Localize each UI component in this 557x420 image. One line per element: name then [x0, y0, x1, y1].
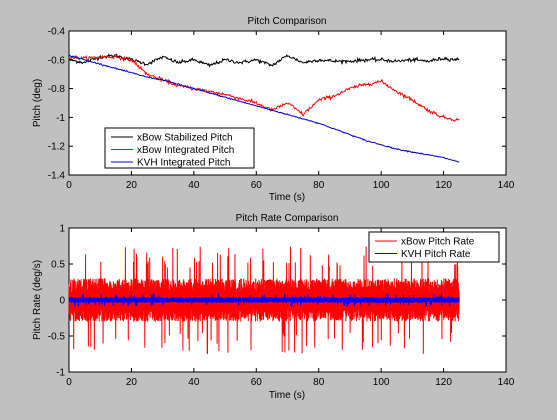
- y-axis-label: Pitch Rate (deg/s): [32, 260, 43, 340]
- x-tick-label: 0: [66, 180, 72, 191]
- axis-ticks: 0 20 40 60 80 100 120 140 -1.4 -1.2 -1 -0.8 -0.6 -0.4: [48, 27, 515, 192]
- x-tick-label: 60: [251, 180, 263, 191]
- y-tick-label: -1.4: [48, 171, 66, 182]
- x-tick-label: 40: [188, 377, 200, 388]
- series-group: [68, 53, 460, 163]
- series-line: [68, 293, 460, 307]
- x-tick-label: 140: [498, 180, 515, 191]
- legend-entry: xBow Pitch Rate: [401, 237, 475, 248]
- x-axis-label: Time (s): [269, 390, 305, 401]
- y-tick-label: -0.4: [48, 27, 66, 38]
- y-tick-label: -0.5: [48, 332, 66, 343]
- axis-ticks: 0 20 40 60 80 100 120 140 -1 -0.5 0 0.5 1: [48, 224, 515, 389]
- x-tick-label: 80: [313, 377, 325, 388]
- legend-entry: xBow Stabilized Pitch: [137, 133, 233, 144]
- chart-title: Pitch Comparison: [248, 16, 327, 27]
- legend-entry: KVH Pitch Rate: [401, 249, 471, 260]
- pitch-rate-comparison-chart: Pitch Rate Comparison Time (s) Pitch Rat…: [32, 213, 515, 401]
- x-tick-label: 100: [373, 180, 390, 191]
- y-tick-label: 0.5: [51, 260, 65, 271]
- y-axis-label: Pitch (deg): [32, 79, 43, 127]
- x-tick-label: 140: [498, 377, 515, 388]
- series-group: [68, 246, 460, 355]
- legend-entry: KVH Integrated Pitch: [137, 158, 230, 169]
- legend-entry: xBow Integrated Pitch: [137, 145, 234, 156]
- x-tick-label: 0: [66, 377, 72, 388]
- y-tick-label: -1.2: [48, 142, 66, 153]
- x-tick-label: 120: [435, 377, 452, 388]
- y-tick-label: 1: [59, 224, 65, 235]
- y-tick-label: -0.8: [48, 84, 66, 95]
- x-tick-label: 100: [373, 377, 390, 388]
- x-axis-label: Time (s): [269, 192, 305, 203]
- x-tick-label: 120: [435, 180, 452, 191]
- y-tick-label: 0: [59, 296, 65, 307]
- legend-box: [368, 231, 500, 263]
- x-tick-label: 20: [126, 180, 138, 191]
- x-tick-label: 60: [251, 377, 263, 388]
- y-tick-label: -1: [56, 368, 65, 379]
- x-tick-label: 20: [126, 377, 138, 388]
- x-tick-label: 40: [188, 180, 200, 191]
- series-line: [68, 54, 460, 163]
- pitch-comparison-chart: Pitch Comparison Time (s) Pitch (deg) 0 2…: [32, 16, 515, 203]
- chart-title: Pitch Rate Comparison: [236, 213, 339, 224]
- y-tick-label: -1: [56, 113, 65, 124]
- x-tick-label: 80: [313, 180, 325, 191]
- y-tick-label: -0.6: [48, 55, 66, 66]
- legend-box: [104, 127, 255, 169]
- series-line: [68, 246, 460, 355]
